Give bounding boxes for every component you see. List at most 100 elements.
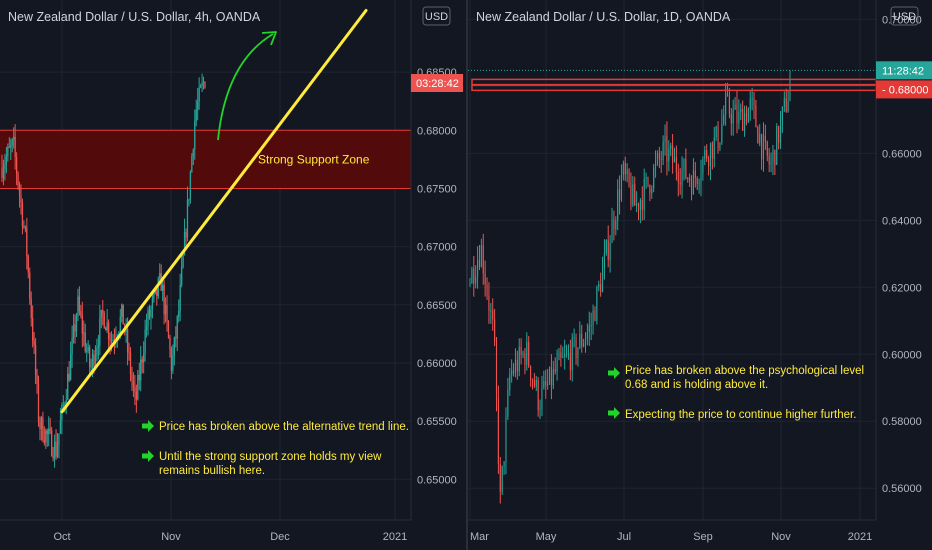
- candle-down: [649, 185, 651, 194]
- candle-up: [747, 108, 749, 123]
- candle-up: [202, 82, 205, 84]
- candle-down: [537, 379, 539, 411]
- candle-up: [144, 329, 146, 355]
- candle-down: [690, 181, 693, 195]
- candle-up: [62, 404, 64, 406]
- candle-up: [615, 220, 617, 230]
- candle-down: [107, 322, 110, 339]
- candle-up: [692, 170, 694, 195]
- candle-down: [755, 105, 757, 128]
- left-currency-badge[interactable]: USD: [422, 6, 451, 26]
- left-price-tick-label: 0.65500: [417, 416, 457, 428]
- left-annotation-1: Price has broken above the alternative t…: [142, 420, 409, 433]
- candle-down: [696, 178, 698, 184]
- candle-down: [757, 127, 759, 144]
- candle-up: [548, 367, 551, 384]
- candle-up: [45, 430, 47, 443]
- candle-down: [660, 159, 662, 161]
- candle-up: [475, 276, 477, 284]
- candle-up: [5, 156, 8, 165]
- candle-up: [110, 340, 113, 342]
- candle-up: [59, 420, 62, 434]
- candle-up: [781, 106, 783, 121]
- candle-down: [170, 349, 173, 371]
- candle-down: [473, 268, 475, 284]
- candle-up: [776, 126, 778, 165]
- candle-down: [628, 169, 630, 186]
- candle-up: [749, 99, 751, 109]
- candle-up: [579, 333, 581, 348]
- candle-up: [65, 399, 67, 405]
- right-price-tick-label: 0.70000: [882, 14, 922, 26]
- left-annotation-2: Until the strong support zone holds my v…: [142, 450, 382, 477]
- candle-down: [141, 359, 143, 363]
- candle-up: [509, 374, 511, 391]
- candle-down: [1, 167, 3, 178]
- candle-down: [672, 145, 674, 163]
- candle-up: [480, 245, 482, 267]
- right-time-axis-bg[interactable]: [468, 520, 876, 550]
- candle-down: [497, 398, 499, 465]
- candle-up: [670, 145, 672, 149]
- candle-down: [81, 315, 83, 334]
- candle-up: [490, 310, 492, 312]
- candle-up: [179, 284, 181, 311]
- candle-up: [164, 305, 167, 315]
- right-time-tick-label: Jul: [617, 531, 631, 543]
- candle-up: [586, 331, 588, 339]
- candle-down: [93, 354, 95, 367]
- candle-up: [56, 445, 59, 457]
- candle-up: [157, 278, 159, 297]
- candle-down: [484, 273, 486, 285]
- left-time-tick-label: Dec: [270, 531, 290, 543]
- candle-down: [88, 346, 91, 368]
- left-chart-nzdusd-4h[interactable]: Strong Support Zone Price has broken abo…: [0, 0, 466, 550]
- candle-down: [768, 155, 770, 165]
- candle-down: [17, 173, 19, 186]
- candle-down: [138, 374, 140, 381]
- candle-up: [4, 164, 6, 170]
- trend-line[interactable]: [60, 8, 368, 414]
- candle-up: [137, 374, 139, 400]
- candle-up: [58, 433, 60, 446]
- candle-up: [67, 373, 69, 400]
- candle-down: [42, 417, 44, 441]
- candle-down: [637, 203, 640, 211]
- right-price-tick-label: 0.62000: [882, 282, 922, 294]
- right-chart-nzdusd-1d[interactable]: Price has broken above the psychological…: [468, 0, 932, 550]
- candle-up: [744, 113, 746, 131]
- candle-up: [702, 158, 704, 175]
- left-price-tick-label: 0.68000: [417, 125, 457, 137]
- candle-up: [121, 304, 123, 317]
- candle-down: [499, 464, 501, 492]
- candle-down: [29, 272, 31, 299]
- candle-up: [90, 366, 92, 368]
- left-currency-badge-text: USD: [425, 11, 448, 23]
- right-candles: [469, 70, 791, 504]
- candle-up: [783, 98, 785, 107]
- candle-up: [11, 139, 13, 146]
- left-time-tick-label: Nov: [161, 531, 181, 543]
- candle-up: [176, 316, 178, 339]
- left-time-axis-bg[interactable]: [0, 520, 411, 550]
- candle-down: [74, 324, 76, 332]
- candle-down: [134, 386, 136, 392]
- candle-down: [607, 240, 609, 260]
- candle-up: [153, 292, 155, 299]
- candle-up: [507, 390, 509, 417]
- candle-up: [75, 316, 78, 332]
- pane-divider[interactable]: [466, 0, 468, 550]
- right-countdown-tag: 11:28:42: [876, 61, 932, 80]
- candle-up: [40, 417, 43, 430]
- right-currency-badge[interactable]: USD: [890, 6, 919, 26]
- candle-down: [135, 391, 138, 400]
- candle-up: [543, 380, 545, 388]
- candle-up: [13, 136, 15, 140]
- candle-down: [513, 370, 515, 373]
- candle-up: [180, 266, 183, 285]
- candle-down: [126, 329, 129, 352]
- candle-down: [122, 304, 124, 325]
- candle-down: [102, 310, 104, 313]
- candle-down: [39, 421, 41, 430]
- candle-up: [143, 354, 145, 363]
